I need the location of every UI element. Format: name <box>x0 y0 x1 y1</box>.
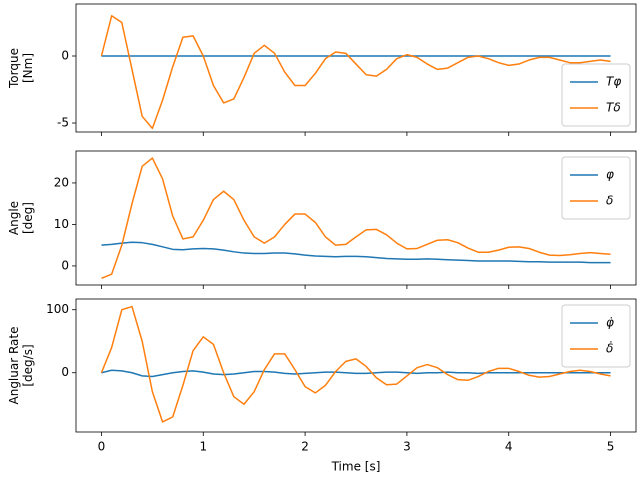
x-tick-label: 0 <box>98 440 106 454</box>
legend-box <box>561 156 631 220</box>
x-tick-label: 4 <box>505 440 513 454</box>
x-tick-label: 2 <box>301 440 309 454</box>
legend-box <box>561 63 631 127</box>
legend: Tφ Tδ <box>561 63 631 127</box>
series-line <box>100 305 611 423</box>
series-line <box>101 241 611 264</box>
y-axis-label: [Nm] <box>21 53 35 83</box>
legend-label: φ̇ <box>606 316 614 330</box>
y-tick-label: 100 <box>46 302 69 316</box>
legend-label: Tδ <box>606 101 621 115</box>
x-axis-label: Time [s] <box>331 460 381 474</box>
y-tick-label: 10 <box>54 217 69 231</box>
series-line <box>100 15 611 130</box>
y-axis-label: Torque <box>7 48 21 89</box>
axes-frame <box>75 298 637 433</box>
y-axis-label: [deg/s] <box>21 344 35 386</box>
x-tick-label: 5 <box>607 440 615 454</box>
y-axis-label: [deg] <box>21 202 35 234</box>
axes-frame <box>75 3 637 133</box>
legend-label: δ̇ <box>606 340 613 355</box>
legend-label: Tφ <box>606 75 621 89</box>
x-tick-label: 1 <box>199 440 207 454</box>
y-tick-label: 20 <box>54 175 69 189</box>
legend: φ̇ δ̇ <box>561 304 631 368</box>
y-axis-label: Angluar Rate <box>7 327 21 405</box>
y-tick-label: 0 <box>61 365 69 379</box>
legend-label: δ <box>606 194 613 208</box>
axes-frame <box>75 150 637 286</box>
legend-label: φ <box>606 168 614 182</box>
x-tick-label: 3 <box>403 440 411 454</box>
y-tick-label: 0 <box>61 49 69 63</box>
y-axis-label: Angle <box>7 201 21 235</box>
y-tick-label: 0 <box>61 258 69 272</box>
legend: φδ <box>561 156 631 220</box>
series-line <box>101 157 611 280</box>
y-tick-label: -5 <box>57 116 69 130</box>
legend-box <box>561 304 631 368</box>
